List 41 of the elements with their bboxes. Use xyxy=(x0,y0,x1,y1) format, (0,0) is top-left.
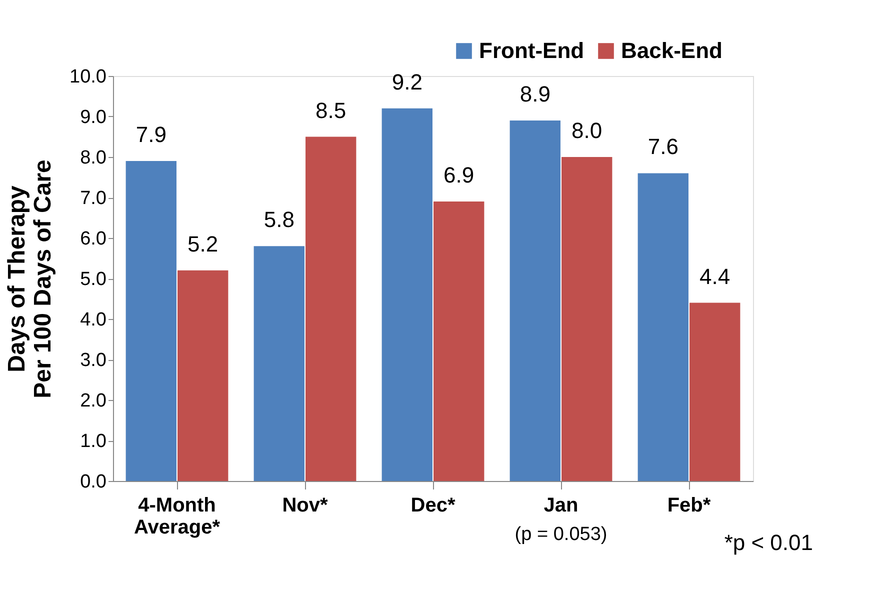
y-tick-label: 4.0 xyxy=(80,310,106,330)
y-tick-label: 0.0 xyxy=(80,472,106,492)
data-label: 8.9 xyxy=(520,82,550,107)
y-axis-title: Days of Therapy Per 100 Days of Care xyxy=(4,160,57,398)
x-tick-label: Jan xyxy=(544,494,578,516)
bar xyxy=(638,173,688,481)
data-label: 5.8 xyxy=(264,207,294,232)
bar xyxy=(126,161,176,481)
bar xyxy=(510,120,560,481)
y-tick-label: 5.0 xyxy=(80,269,106,290)
bar xyxy=(434,202,484,481)
bar xyxy=(178,270,228,481)
y-tick-label: 7.0 xyxy=(80,188,106,209)
y-tick-label: 2.0 xyxy=(80,390,106,412)
data-label: 9.2 xyxy=(392,69,422,94)
text: (p = 0.053) xyxy=(514,524,608,545)
x-tick-label: Nov* xyxy=(282,494,328,516)
x-tick-label: Dec* xyxy=(410,494,456,516)
data-label: 8.5 xyxy=(316,98,346,123)
data-label: 5.2 xyxy=(188,231,218,256)
data-label: 7.9 xyxy=(136,122,166,148)
legend-label: Front-End xyxy=(479,38,584,63)
y-tick-label: 3.0 xyxy=(80,350,106,371)
y-tick-label: 9.0 xyxy=(80,107,106,128)
bar xyxy=(382,108,432,481)
bar xyxy=(306,136,356,481)
text: *p < 0.01 xyxy=(724,530,813,555)
data-label: 6.9 xyxy=(444,162,474,188)
y-tick-label: 8.0 xyxy=(80,148,106,168)
bar xyxy=(254,246,304,481)
x-tick-label: 4-Month Average* xyxy=(134,494,220,538)
y-tick-label: 1.0 xyxy=(80,431,106,452)
bar xyxy=(562,157,612,481)
legend-label: Back-End xyxy=(621,38,722,63)
bar xyxy=(690,302,740,481)
x-tick-label: Feb* xyxy=(667,494,711,516)
y-tick-label: 10.0 xyxy=(70,66,106,88)
data-label: 7.6 xyxy=(648,134,678,160)
data-label: 4.4 xyxy=(700,264,730,289)
y-tick-label: 6.0 xyxy=(80,228,106,250)
data-label: 8.0 xyxy=(572,118,602,143)
